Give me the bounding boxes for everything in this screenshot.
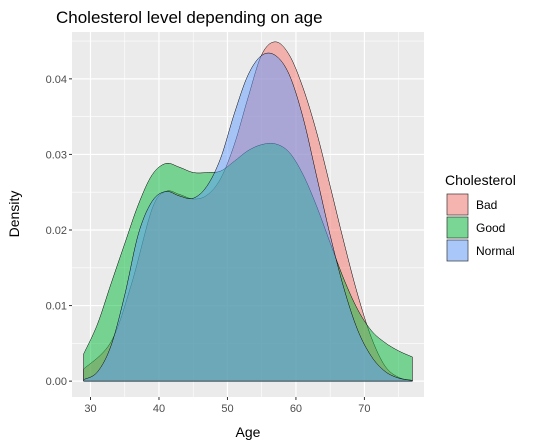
legend: Cholesterol Bad Good Normal [445, 172, 516, 262]
y-tick-label: 0.00 [46, 376, 67, 388]
x-tick-label: 60 [290, 403, 302, 415]
y-tick-label: 0.03 [46, 149, 67, 161]
legend-title: Cholesterol [445, 172, 516, 188]
density-area-normal [83, 52, 413, 382]
legend-label-good: Good [476, 221, 505, 235]
x-axis-ticks: 30 40 50 60 70 [84, 397, 371, 415]
y-tick-label: 0.02 [46, 225, 67, 237]
y-tick-label: 0.04 [46, 74, 67, 86]
y-axis-ticks: 0.00 0.01 0.02 0.03 0.04 [46, 74, 72, 388]
legend-swatch-normal [446, 239, 469, 262]
density-areas [83, 41, 413, 382]
legend-label-normal: Normal [476, 244, 515, 258]
x-axis-title: Age [236, 424, 261, 440]
legend-swatch-bad [446, 193, 469, 216]
x-tick-label: 30 [84, 403, 96, 415]
legend-label-bad: Bad [476, 198, 497, 212]
x-tick-label: 40 [153, 403, 165, 415]
x-tick-label: 50 [221, 403, 233, 415]
chart-title: Cholesterol level depending on age [56, 8, 323, 27]
y-axis-title: Density [6, 191, 22, 238]
legend-swatch-good [446, 216, 469, 239]
y-tick-label: 0.01 [46, 301, 67, 313]
x-tick-label: 70 [358, 403, 370, 415]
legend-items: Bad Good Normal [446, 193, 515, 262]
